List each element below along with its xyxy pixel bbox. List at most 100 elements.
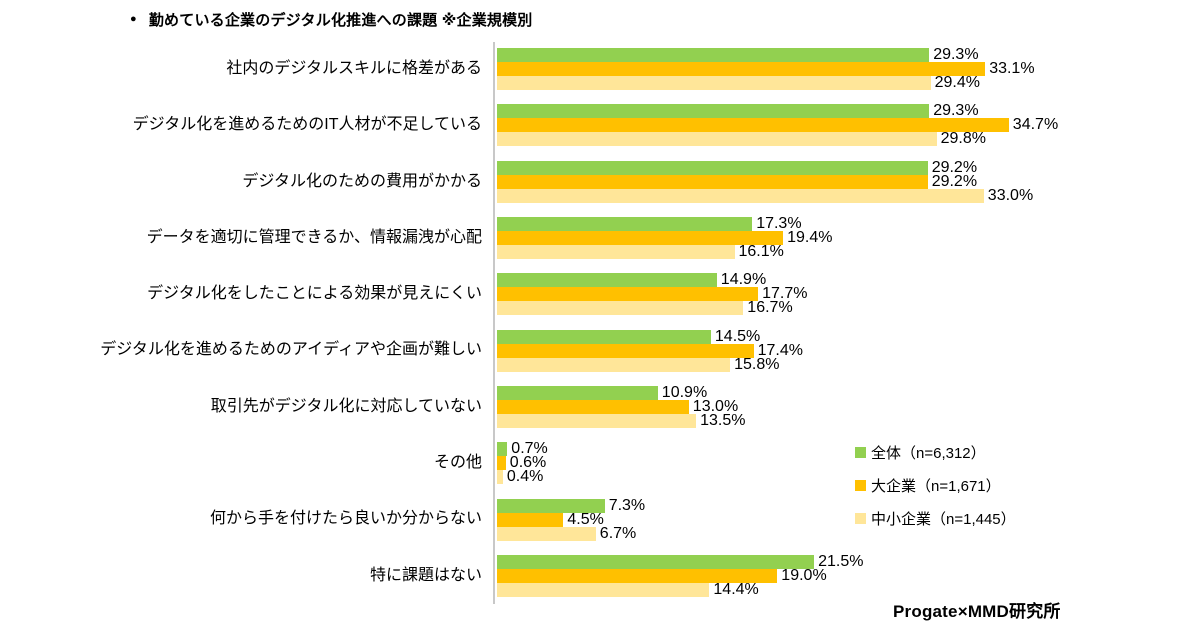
- bar-sme: [497, 245, 735, 260]
- bar-line: 0.4%: [497, 468, 1197, 486]
- bar-overall: [497, 160, 928, 175]
- bar-large-company: [497, 174, 928, 189]
- category-label: その他: [433, 454, 482, 472]
- value-label: 0.4%: [506, 468, 544, 486]
- bar-group: 29.3% 33.1% 29.4%: [497, 46, 1197, 91]
- bar-line: 19.4%: [497, 229, 1197, 247]
- bar-line: 4.5%: [497, 511, 1197, 527]
- bar-line: 14.5%: [497, 328, 1197, 344]
- value-label: 19.4%: [787, 229, 833, 247]
- bar-overall: [497, 273, 717, 288]
- legend-label-sme: 中小企業（n=1,445）: [871, 511, 1016, 528]
- bar-overall: [497, 48, 930, 63]
- value-label: 33.1%: [989, 60, 1035, 78]
- category-label: デジタル化を進めるためのIT人材が不足している: [132, 116, 482, 134]
- bar-line: 33.1%: [497, 60, 1197, 78]
- legend-label-overall: 全体（n=6,312）: [871, 445, 986, 462]
- bullet-icon: ●: [130, 13, 137, 25]
- chart-row: 社内のデジタルスキルに格差がある 29.3% 33.1% 29.4%: [0, 41, 1200, 97]
- bar-line: 29.3%: [497, 102, 1197, 120]
- bar-overall: [497, 442, 508, 457]
- legend-swatch-overall-icon: [855, 447, 866, 458]
- bar-large-company: [497, 399, 689, 414]
- category-label: 特に課題はない: [369, 566, 482, 584]
- source-credit: Progate×MMD研究所: [893, 602, 1061, 621]
- bar-large-company: [497, 62, 986, 77]
- value-label: 13.0%: [692, 397, 739, 415]
- bar-line: 14.9%: [497, 272, 1197, 288]
- bar-line: 16.1%: [497, 243, 1197, 261]
- bar-sme: [497, 582, 710, 597]
- axis-line: [493, 42, 495, 604]
- bar-overall: [497, 498, 605, 513]
- bar-line: 29.2%: [497, 158, 1197, 176]
- bar-line: 29.3%: [497, 46, 1197, 64]
- bar-group: 14.9% 17.7% 16.7%: [497, 272, 1197, 316]
- legend-item-large-company: 大企業（n=1,671）: [855, 475, 1016, 496]
- bar-large-company: [497, 231, 784, 246]
- bar-line: 29.4%: [497, 75, 1197, 91]
- category-label: 取引先がデジタル化に対応していない: [210, 397, 482, 415]
- category-label: データを適切に管理できるか、情報漏洩が心配: [146, 228, 482, 246]
- category-label: 社内のデジタルスキルに格差がある: [226, 59, 482, 77]
- bar-line: 15.8%: [497, 355, 1197, 373]
- bar-overall: [497, 104, 930, 119]
- bar-group: 29.3% 34.7% 29.8%: [497, 102, 1197, 147]
- category-label: デジタル化をしたことによる効果が見えにくい: [147, 285, 482, 303]
- value-label: 29.2%: [931, 172, 978, 190]
- bar-large-company: [497, 512, 564, 527]
- bar-group: 29.2% 29.2% 33.0%: [497, 158, 1197, 204]
- chart-title-text: 勤めている企業のデジタル化推進への課題 ※企業規模別: [148, 12, 533, 29]
- bar-line: 13.5%: [497, 412, 1197, 428]
- chart-row: 取引先がデジタル化に対応していない 10.9% 13.0% 13.5%: [0, 379, 1200, 435]
- bar-sme: [497, 132, 937, 147]
- bar-sme: [497, 188, 984, 203]
- bar-overall: [497, 554, 815, 569]
- bar-overall: [497, 329, 711, 344]
- bar-line: 10.9%: [497, 383, 1197, 401]
- bar-line: 13.0%: [497, 397, 1197, 415]
- value-label: 14.4%: [713, 580, 759, 598]
- bar-line: 21.5%: [497, 553, 1197, 569]
- legend-swatch-large-company-icon: [855, 480, 866, 491]
- value-label: 0.7%: [511, 440, 548, 458]
- bar-line: 14.4%: [497, 580, 1197, 598]
- bar-line: 17.4%: [497, 342, 1197, 358]
- value-label: 34.7%: [1012, 116, 1059, 134]
- bar-group: 14.5% 17.4% 15.8%: [497, 328, 1197, 373]
- bar-line: 16.7%: [497, 300, 1197, 316]
- bar-sme: [497, 413, 697, 428]
- value-label: 33.0%: [987, 186, 1034, 204]
- bar-sme: [497, 470, 503, 485]
- bar-overall: [497, 385, 658, 400]
- chart-row: デジタル化を進めるためのアイディアや企画が難しい 14.5% 17.4% 15.8%: [0, 322, 1200, 378]
- bar-group: 17.3% 19.4% 16.1%: [497, 216, 1197, 261]
- bar-group: 10.9% 13.0% 13.5%: [497, 383, 1197, 428]
- chart-title: ● 勤めている企業のデジタル化推進への課題 ※企業規模別: [130, 9, 533, 30]
- legend: 全体（n=6,312） 大企業（n=1,671） 中小企業（n=1,445）: [855, 442, 1016, 529]
- value-label: 17.7%: [762, 285, 808, 303]
- value-label: 19.0%: [781, 566, 827, 584]
- value-label: 29.2%: [931, 158, 978, 176]
- bar-line: 33.0%: [497, 186, 1197, 204]
- bar-group: 0.7% 0.6% 0.4%: [497, 440, 1197, 486]
- bar-line: 29.2%: [497, 172, 1197, 190]
- value-label: 16.1%: [738, 243, 784, 261]
- value-label: 0.6%: [509, 454, 547, 472]
- chart-row: データを適切に管理できるか、情報漏洩が心配 17.3% 19.4% 16.1%: [0, 210, 1200, 266]
- value-label: 15.8%: [734, 355, 780, 373]
- legend-item-sme: 中小企業（n=1,445）: [855, 508, 1016, 529]
- chart-row: その他 0.7% 0.6% 0.4%: [0, 435, 1200, 491]
- value-label: 29.3%: [933, 102, 979, 120]
- bar-sme: [497, 301, 744, 316]
- bar-large-company: [497, 343, 754, 358]
- value-label: 10.9%: [661, 383, 708, 401]
- bar-sme: [497, 76, 931, 91]
- bar-line: 6.7%: [497, 525, 1197, 541]
- bar-large-company: [497, 118, 1009, 133]
- legend-item-overall: 全体（n=6,312）: [855, 442, 1016, 463]
- value-label: 29.3%: [933, 46, 979, 64]
- bar-sme: [497, 526, 596, 541]
- bar-line: 29.8%: [497, 131, 1197, 147]
- bar-line: 19.0%: [497, 566, 1197, 584]
